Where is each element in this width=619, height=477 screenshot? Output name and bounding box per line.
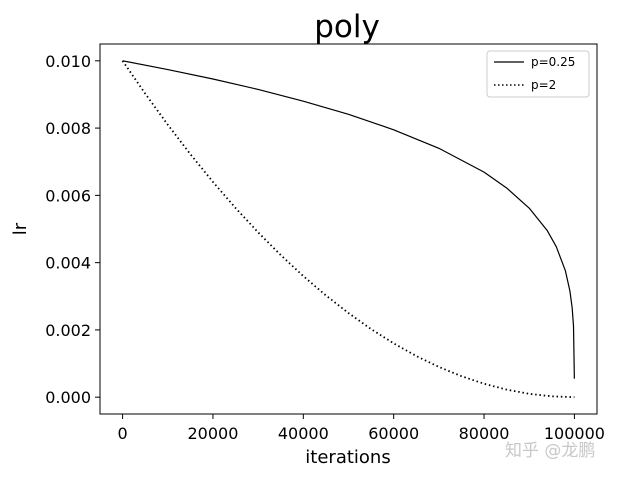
x-tick-label: 0 bbox=[117, 424, 127, 443]
x-tick-label: 80000 bbox=[459, 424, 510, 443]
x-tick-label: 40000 bbox=[278, 424, 329, 443]
legend: p=0.25 p=2 bbox=[486, 50, 590, 98]
series-line-1 bbox=[121, 60, 575, 399]
y-tick-label: 0.008 bbox=[45, 119, 91, 138]
y-tick-label: 0.006 bbox=[45, 186, 91, 205]
legend-label-p2: p=2 bbox=[531, 78, 556, 92]
x-tick-label: 20000 bbox=[188, 424, 239, 443]
x-tick-label: 100000 bbox=[544, 424, 605, 443]
y-axis-ticks: 0.000 0.002 0.004 0.006 0.008 0.010 bbox=[45, 52, 100, 407]
y-tick-label: 0.010 bbox=[45, 52, 91, 71]
x-axis-label: iterations bbox=[305, 447, 390, 468]
legend-label-p025: p=0.25 bbox=[531, 55, 575, 69]
y-tick-label: 0.002 bbox=[45, 321, 91, 340]
x-axis-ticks: 0 20000 40000 60000 80000 100000 bbox=[117, 414, 605, 443]
chart-title: poly bbox=[314, 9, 380, 45]
y-tick-label: 0.000 bbox=[45, 388, 91, 407]
watermark: 知乎 @龙鹏 bbox=[505, 441, 595, 461]
y-tick-label: 0.004 bbox=[45, 254, 91, 273]
plot-area bbox=[99, 43, 598, 415]
x-tick-label: 60000 bbox=[368, 424, 419, 443]
series-layer bbox=[121, 60, 575, 399]
series-line-0 bbox=[122, 60, 575, 379]
y-axis-label: lr bbox=[10, 222, 31, 235]
